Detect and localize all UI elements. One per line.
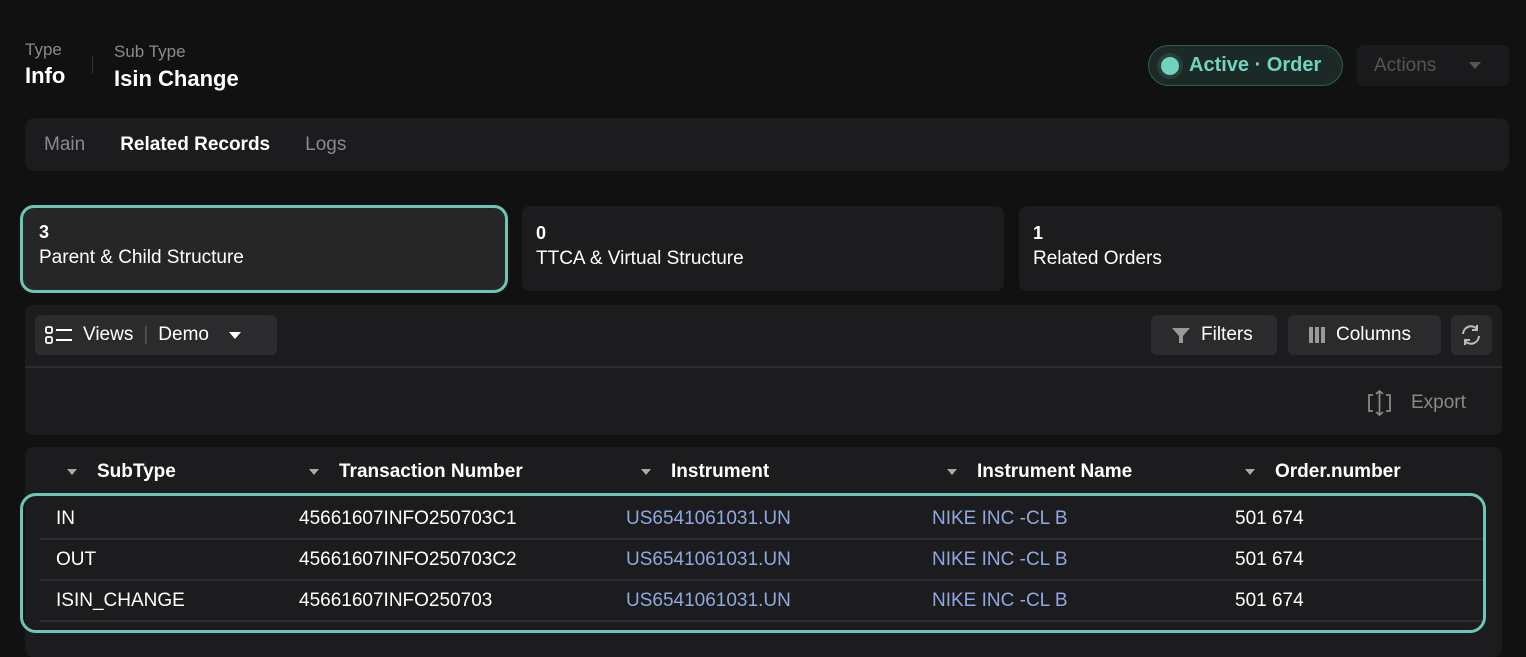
row-divider xyxy=(40,579,1486,581)
views-button[interactable]: Views | Demo xyxy=(35,315,277,355)
cell-subtype: ISIN_CHANGE xyxy=(56,590,185,611)
cell-instrument-name-link[interactable]: NIKE INC -CL B xyxy=(932,590,1068,611)
tab-related-records[interactable]: Related Records xyxy=(120,133,271,155)
card-count: 3 xyxy=(39,222,50,242)
toolbar-divider xyxy=(25,366,1502,368)
type-label: Type xyxy=(25,40,62,59)
export-icon xyxy=(1368,389,1391,417)
subtype-value: Isin Change xyxy=(114,66,239,91)
refresh-icon xyxy=(1462,325,1480,345)
column-title: SubType xyxy=(97,461,176,482)
views-label: Views xyxy=(83,324,134,345)
columns-label: Columns xyxy=(1336,324,1411,345)
cell-instrument-link[interactable]: US6541061031.UN xyxy=(626,590,791,611)
tab-logs[interactable]: Logs xyxy=(305,133,347,155)
status-dot-icon xyxy=(1161,56,1179,75)
caret-down-icon xyxy=(228,331,241,339)
filters-button[interactable]: Filters xyxy=(1151,315,1277,355)
rows-highlight xyxy=(20,493,1486,633)
column-header-instrument-name[interactable]: Instrument Name xyxy=(947,461,1132,483)
columns-button[interactable]: Columns xyxy=(1288,315,1441,355)
column-header-instrument[interactable]: Instrument xyxy=(641,461,769,483)
card-count: 0 xyxy=(536,223,547,243)
tab-bar: Main Related Records Logs xyxy=(25,118,1509,171)
card-label: Related Orders xyxy=(1033,248,1162,269)
cell-transaction-number: 45661607INFO250703 xyxy=(299,590,493,611)
export-label: Export xyxy=(1411,392,1466,413)
type-value: Info xyxy=(25,63,66,88)
cell-order-number: 501 674 xyxy=(1235,590,1304,611)
cell-order-number: 501 674 xyxy=(1235,549,1304,570)
card-parent-child-structure[interactable]: 3 Parent & Child Structure xyxy=(20,205,508,293)
card-label: Parent & Child Structure xyxy=(39,247,244,268)
table-panel xyxy=(25,447,1502,657)
column-title: Instrument xyxy=(671,461,770,482)
cell-order-number: 501 674 xyxy=(1235,508,1304,529)
card-label: TTCA & Virtual Structure xyxy=(536,248,744,269)
sort-caret-icon xyxy=(641,469,651,475)
column-title: Transaction Number xyxy=(339,461,523,482)
row-divider xyxy=(40,538,1486,540)
status-badge: Active · Order xyxy=(1148,45,1343,86)
subtype-label: Sub Type xyxy=(114,42,186,61)
cell-instrument-name-link[interactable]: NIKE INC -CL B xyxy=(932,549,1068,570)
refresh-button[interactable] xyxy=(1451,315,1492,355)
cell-instrument-name-link[interactable]: NIKE INC -CL B xyxy=(932,508,1068,529)
column-header-subtype[interactable]: SubType xyxy=(67,461,176,483)
sort-caret-icon xyxy=(947,469,957,475)
cell-subtype: OUT xyxy=(56,549,97,570)
card-ttca-virtual-structure[interactable]: 0 TTCA & Virtual Structure xyxy=(522,206,1004,291)
cell-transaction-number: 45661607INFO250703C1 xyxy=(299,508,517,529)
cell-instrument-link[interactable]: US6541061031.UN xyxy=(626,508,791,529)
divider xyxy=(92,56,93,74)
column-header-transaction-number[interactable]: Transaction Number xyxy=(309,461,523,483)
export-button[interactable]: Export xyxy=(1366,389,1466,417)
cell-instrument-link[interactable]: US6541061031.UN xyxy=(626,549,791,570)
filter-icon xyxy=(1172,328,1190,343)
card-count: 1 xyxy=(1033,223,1044,243)
list-view-icon xyxy=(45,326,72,344)
status-text: Active · Order xyxy=(1189,54,1322,76)
view-name: Demo xyxy=(158,324,209,345)
cell-transaction-number: 45661607INFO250703C2 xyxy=(299,549,517,570)
caret-down-icon xyxy=(1469,62,1481,69)
columns-icon xyxy=(1309,327,1325,343)
row-divider xyxy=(40,620,1486,622)
column-header-order-number[interactable]: Order.number xyxy=(1245,461,1401,483)
tab-main[interactable]: Main xyxy=(44,133,86,155)
card-related-orders[interactable]: 1 Related Orders xyxy=(1019,206,1502,291)
sort-caret-icon xyxy=(309,469,319,475)
sort-caret-icon xyxy=(1245,469,1255,475)
cell-subtype: IN xyxy=(56,508,75,529)
actions-button[interactable]: Actions xyxy=(1357,45,1509,86)
column-title: Order.number xyxy=(1275,461,1401,482)
sort-caret-icon xyxy=(67,469,77,475)
filters-label: Filters xyxy=(1201,324,1253,345)
actions-label: Actions xyxy=(1374,54,1437,76)
column-title: Instrument Name xyxy=(977,461,1133,482)
